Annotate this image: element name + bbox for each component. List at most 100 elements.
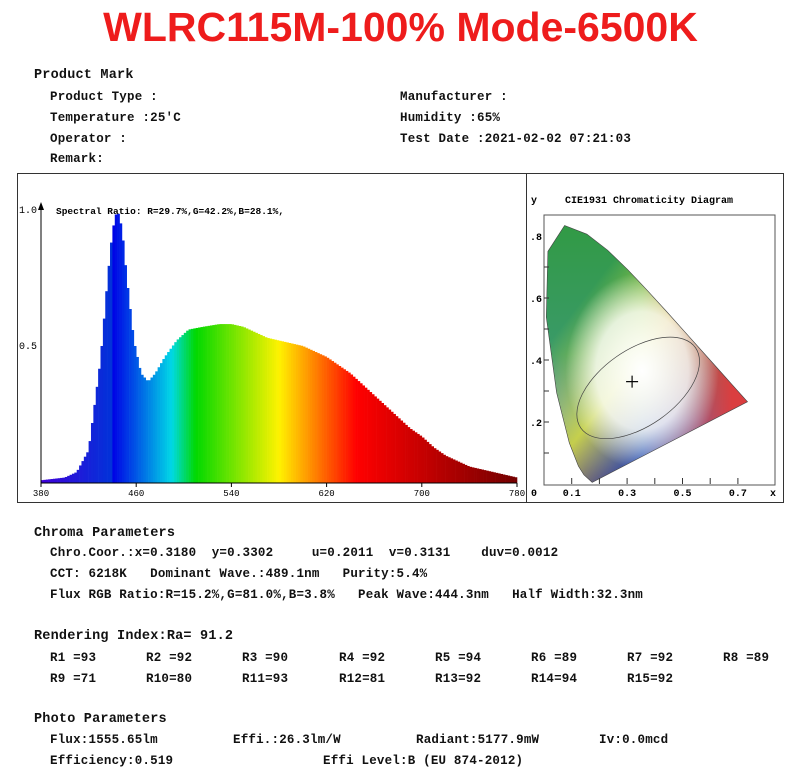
effi-level: Effi Level:B (EU 874-2012) (323, 754, 524, 768)
spectrum-bar (231, 324, 235, 483)
spectrum-bar (136, 356, 139, 483)
spectrum-bar (495, 472, 499, 483)
spectrum-bar (488, 471, 492, 483)
cie-x-tick-label: 0 (531, 489, 537, 500)
cie-locus-fill (546, 225, 748, 483)
spectrum-bar (514, 477, 518, 483)
spectrum-bar (307, 348, 311, 483)
spectrum-bar (481, 469, 484, 483)
spectrum-bar (433, 448, 437, 483)
spectrum-bar (500, 473, 504, 483)
spectrum-bar (229, 324, 232, 483)
rendering-index-item: R6 =89 (531, 651, 578, 665)
spectrum-bar (283, 341, 287, 483)
spectrum-bar (507, 475, 511, 483)
spectrum-bar (467, 466, 470, 483)
flux-rgb-line: Flux RGB Ratio:R=15.2%,G=81.0%,B=3.8% Pe… (50, 588, 643, 602)
rendering-index-item: R14=94 (531, 672, 578, 686)
spectrum-bar (183, 332, 187, 483)
spectrum-bar (402, 422, 406, 483)
spectrum-bar (331, 361, 335, 483)
spectrum-bar (288, 342, 292, 483)
spectrum-bar (86, 452, 89, 483)
spectrum-bar (102, 318, 106, 483)
spectrum-bar (464, 464, 468, 483)
temperature: Temperature :25'C (50, 111, 181, 125)
spectrum-bar (457, 461, 461, 483)
spectrum-bar (198, 327, 201, 483)
spectrum-bar (395, 416, 399, 483)
spectrum-bar (264, 337, 268, 483)
spectrum-bar (478, 469, 482, 483)
spectrum-bar (290, 343, 294, 483)
spectrum-bar (112, 225, 116, 483)
spectrum-bar (262, 336, 266, 483)
rendering-index-item: R9 =71 (50, 672, 97, 686)
spectrum-bar (41, 480, 44, 483)
spectrum-bar (359, 383, 363, 483)
spectrum-bar (483, 470, 487, 483)
spectrum-bar (459, 462, 463, 483)
spectrum-bar (302, 346, 306, 483)
spectrum-bar (224, 324, 227, 483)
spectrum-bar (76, 469, 80, 483)
spectrum-bar (371, 394, 375, 483)
spectrum-bar (469, 466, 473, 483)
spectrum-bar (400, 420, 404, 483)
spectrum-bar (293, 344, 296, 483)
x-tick-label: 540 (223, 489, 239, 499)
cie-y-tick-label: .8 (530, 233, 542, 244)
spectrum-bar (221, 324, 225, 483)
spectrum-bar (245, 328, 249, 483)
spectrum-bar (336, 364, 339, 483)
spectrum-bar (188, 329, 192, 483)
spectrum-bar (90, 422, 94, 483)
spectrum-bar (343, 369, 346, 483)
manufacturer: Manufacturer : (400, 90, 508, 104)
spectrum-bar (202, 326, 206, 483)
rendering-index-item: R7 =92 (627, 651, 674, 665)
spectrum-bar (164, 355, 168, 483)
spectrum-bar (486, 470, 489, 483)
spectrum-bar (474, 467, 477, 483)
cie-x-label: x (770, 489, 776, 500)
spectrum-bar (145, 380, 149, 483)
rendering-index-item: R3 =90 (242, 651, 289, 665)
spectrum-bar (95, 386, 99, 483)
test-date: Test Date :2021-02-02 07:21:03 (400, 132, 632, 146)
spectrum-bar (462, 463, 465, 483)
spectrum-bar (312, 350, 315, 483)
rendering-index-item: R12=81 (339, 672, 386, 686)
spectrum-bar (117, 213, 120, 484)
y-tick-0.5: 0.5 (19, 342, 37, 353)
spectrum-bar (45, 479, 49, 483)
spectrum-bar (98, 368, 101, 483)
spectrum-bar (509, 476, 513, 483)
spectrum-bar (398, 418, 401, 483)
spectrum-bar (250, 330, 254, 483)
spectrum-bar (348, 372, 351, 483)
spectrum-bar (390, 411, 394, 483)
cie-x-tick-label: 0.1 (563, 489, 581, 500)
spectrum-bar (338, 366, 342, 483)
x-tick-label: 780 (509, 489, 525, 499)
spectrum-bar (217, 324, 220, 483)
spectrum-bar (376, 398, 380, 483)
spectrum-bar (426, 441, 430, 483)
spectrum-bar (405, 424, 408, 483)
spectrum-bar (207, 325, 211, 483)
spectrum-bar (424, 439, 427, 483)
iv: Iv:0.0mcd (599, 733, 669, 747)
spectrum-bar (131, 330, 135, 483)
spectrum-bar (438, 451, 442, 483)
spectrum-bar (226, 324, 230, 483)
spectrum-bar (274, 339, 277, 483)
spectrum-bar (105, 291, 108, 483)
spectrum-bar (240, 326, 244, 483)
spectral-locus (545, 225, 748, 483)
rendering-index-item: R11=93 (242, 672, 289, 686)
spectrum-bar (350, 374, 354, 483)
spectrum-bar (374, 396, 377, 483)
cie-x-tick-label: 0.3 (618, 489, 636, 500)
rendering-heading: Rendering Index:Ra= 91.2 (34, 629, 234, 644)
